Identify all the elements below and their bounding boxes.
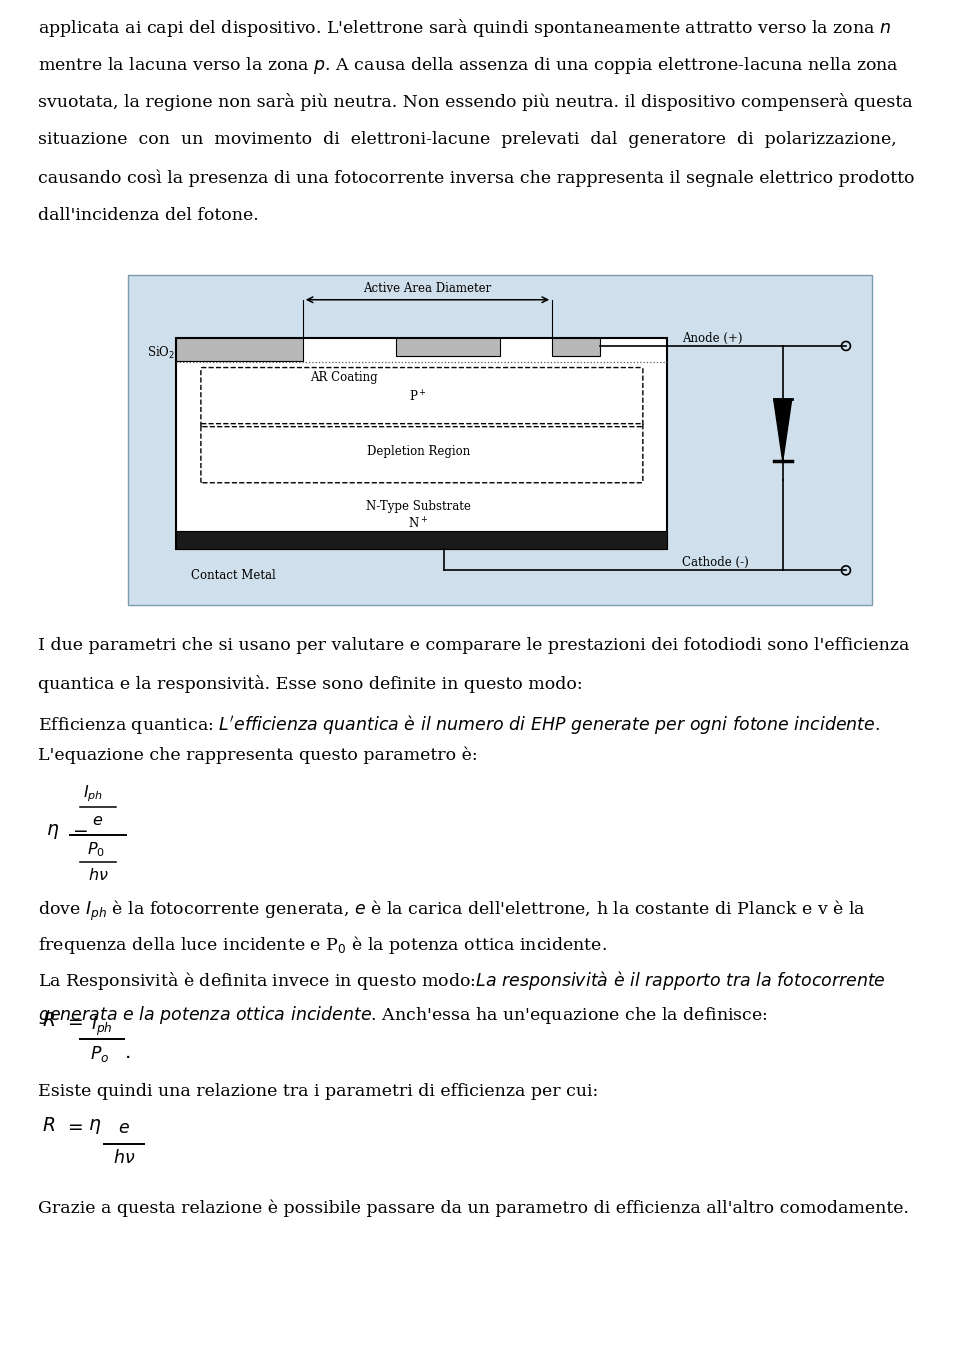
Text: $\eta$: $\eta$ xyxy=(46,822,60,842)
Text: mentre la lacuna verso la zona $p$. A causa della assenza di una coppia elettron: mentre la lacuna verso la zona $p$. A ca… xyxy=(38,55,899,77)
Text: Esiste quindi una relazione tra i parametri di efficienza per cui:: Esiste quindi una relazione tra i parame… xyxy=(38,1083,598,1100)
Text: $=$: $=$ xyxy=(69,823,88,841)
Text: Cathode (-): Cathode (-) xyxy=(683,557,749,569)
Bar xyxy=(396,338,500,356)
Text: $h\nu$: $h\nu$ xyxy=(87,868,108,884)
Text: svuotata, la regione non sarà più neutra. Non essendo più neutra. il dispositivo: svuotata, la regione non sarà più neutra… xyxy=(38,93,913,112)
Text: Depletion Region: Depletion Region xyxy=(367,445,469,459)
Text: $h\nu$: $h\nu$ xyxy=(113,1149,135,1167)
Text: $P_o$: $P_o$ xyxy=(90,1044,109,1064)
Text: dove $I_{ph}$ è la fotocorrente generata, $e$ è la carica dell'elettrone, h la c: dove $I_{ph}$ è la fotocorrente generata… xyxy=(38,898,866,923)
Text: P$^+$: P$^+$ xyxy=(409,390,427,405)
Text: $R$: $R$ xyxy=(42,1011,56,1030)
Text: dall'incidenza del fotone.: dall'incidenza del fotone. xyxy=(38,207,259,225)
Text: Anode (+): Anode (+) xyxy=(683,332,743,344)
Text: $=$: $=$ xyxy=(64,1011,84,1030)
Bar xyxy=(177,531,667,549)
Text: SiO$_2$: SiO$_2$ xyxy=(147,344,175,360)
Text: N-Type Substrate: N-Type Substrate xyxy=(366,499,470,512)
Bar xyxy=(177,338,667,549)
Text: $e$: $e$ xyxy=(118,1120,130,1137)
Text: frequenza della luce incidente e P$_0$ è la potenza ottica incidente.: frequenza della luce incidente e P$_0$ è… xyxy=(38,933,607,956)
Text: N$^+$: N$^+$ xyxy=(408,516,428,531)
Text: I due parametri che si usano per valutare e comparare le prestazioni dei fotodio: I due parametri che si usano per valutar… xyxy=(38,638,909,654)
Text: $.$: $.$ xyxy=(124,1042,131,1061)
Text: $=$: $=$ xyxy=(64,1116,84,1135)
Text: $\mathit{generata\ e\ la\ potenza\ ottica\ incidente}$. Anch'essa ha un'equazion: $\mathit{generata\ e\ la\ potenza\ ottic… xyxy=(38,1003,768,1026)
Text: Active Area Diameter: Active Area Diameter xyxy=(363,282,492,296)
Text: $R$: $R$ xyxy=(42,1116,56,1135)
Polygon shape xyxy=(774,399,792,461)
Bar xyxy=(128,274,872,605)
Text: $I_{ph}$: $I_{ph}$ xyxy=(83,784,103,804)
Text: Efficienza quantica: $\mathit{L'efficienza\ quantica\ è\ il\ numero\ di\ EHP\ ge: Efficienza quantica: $\mathit{L'efficien… xyxy=(38,713,880,736)
Text: $P_0$: $P_0$ xyxy=(87,839,105,858)
Text: $\eta$: $\eta$ xyxy=(88,1116,101,1137)
Text: AR Coating: AR Coating xyxy=(310,371,377,383)
Text: Grazie a questa relazione è possibile passare da un parametro di efficienza all': Grazie a questa relazione è possibile pa… xyxy=(38,1200,909,1217)
Bar xyxy=(177,338,302,360)
Bar xyxy=(552,338,600,356)
Text: $I_{ph}$: $I_{ph}$ xyxy=(91,1014,113,1038)
Text: applicata ai capi del dispositivo. L'elettrone sarà quindi spontaneamente attrat: applicata ai capi del dispositivo. L'ele… xyxy=(38,17,891,39)
Text: causando così la presenza di una fotocorrente inversa che rappresenta il segnale: causando così la presenza di una fotocor… xyxy=(38,169,915,187)
Text: La Responsività è definita invece in questo modo:$\mathit{La\ responsività\ è\ i: La Responsività è definita invece in que… xyxy=(38,968,886,991)
Text: $e$: $e$ xyxy=(92,812,104,829)
Text: quantica e la responsività. Esse sono definite in questo modo:: quantica e la responsività. Esse sono de… xyxy=(38,675,583,693)
Text: L'equazione che rappresenta questo parametro è:: L'equazione che rappresenta questo param… xyxy=(38,746,478,764)
Text: situazione  con  un  movimento  di  elettroni-lacune  prelevati  dal  generatore: situazione con un movimento di elettroni… xyxy=(38,130,897,148)
Text: Contact Metal: Contact Metal xyxy=(191,569,276,582)
